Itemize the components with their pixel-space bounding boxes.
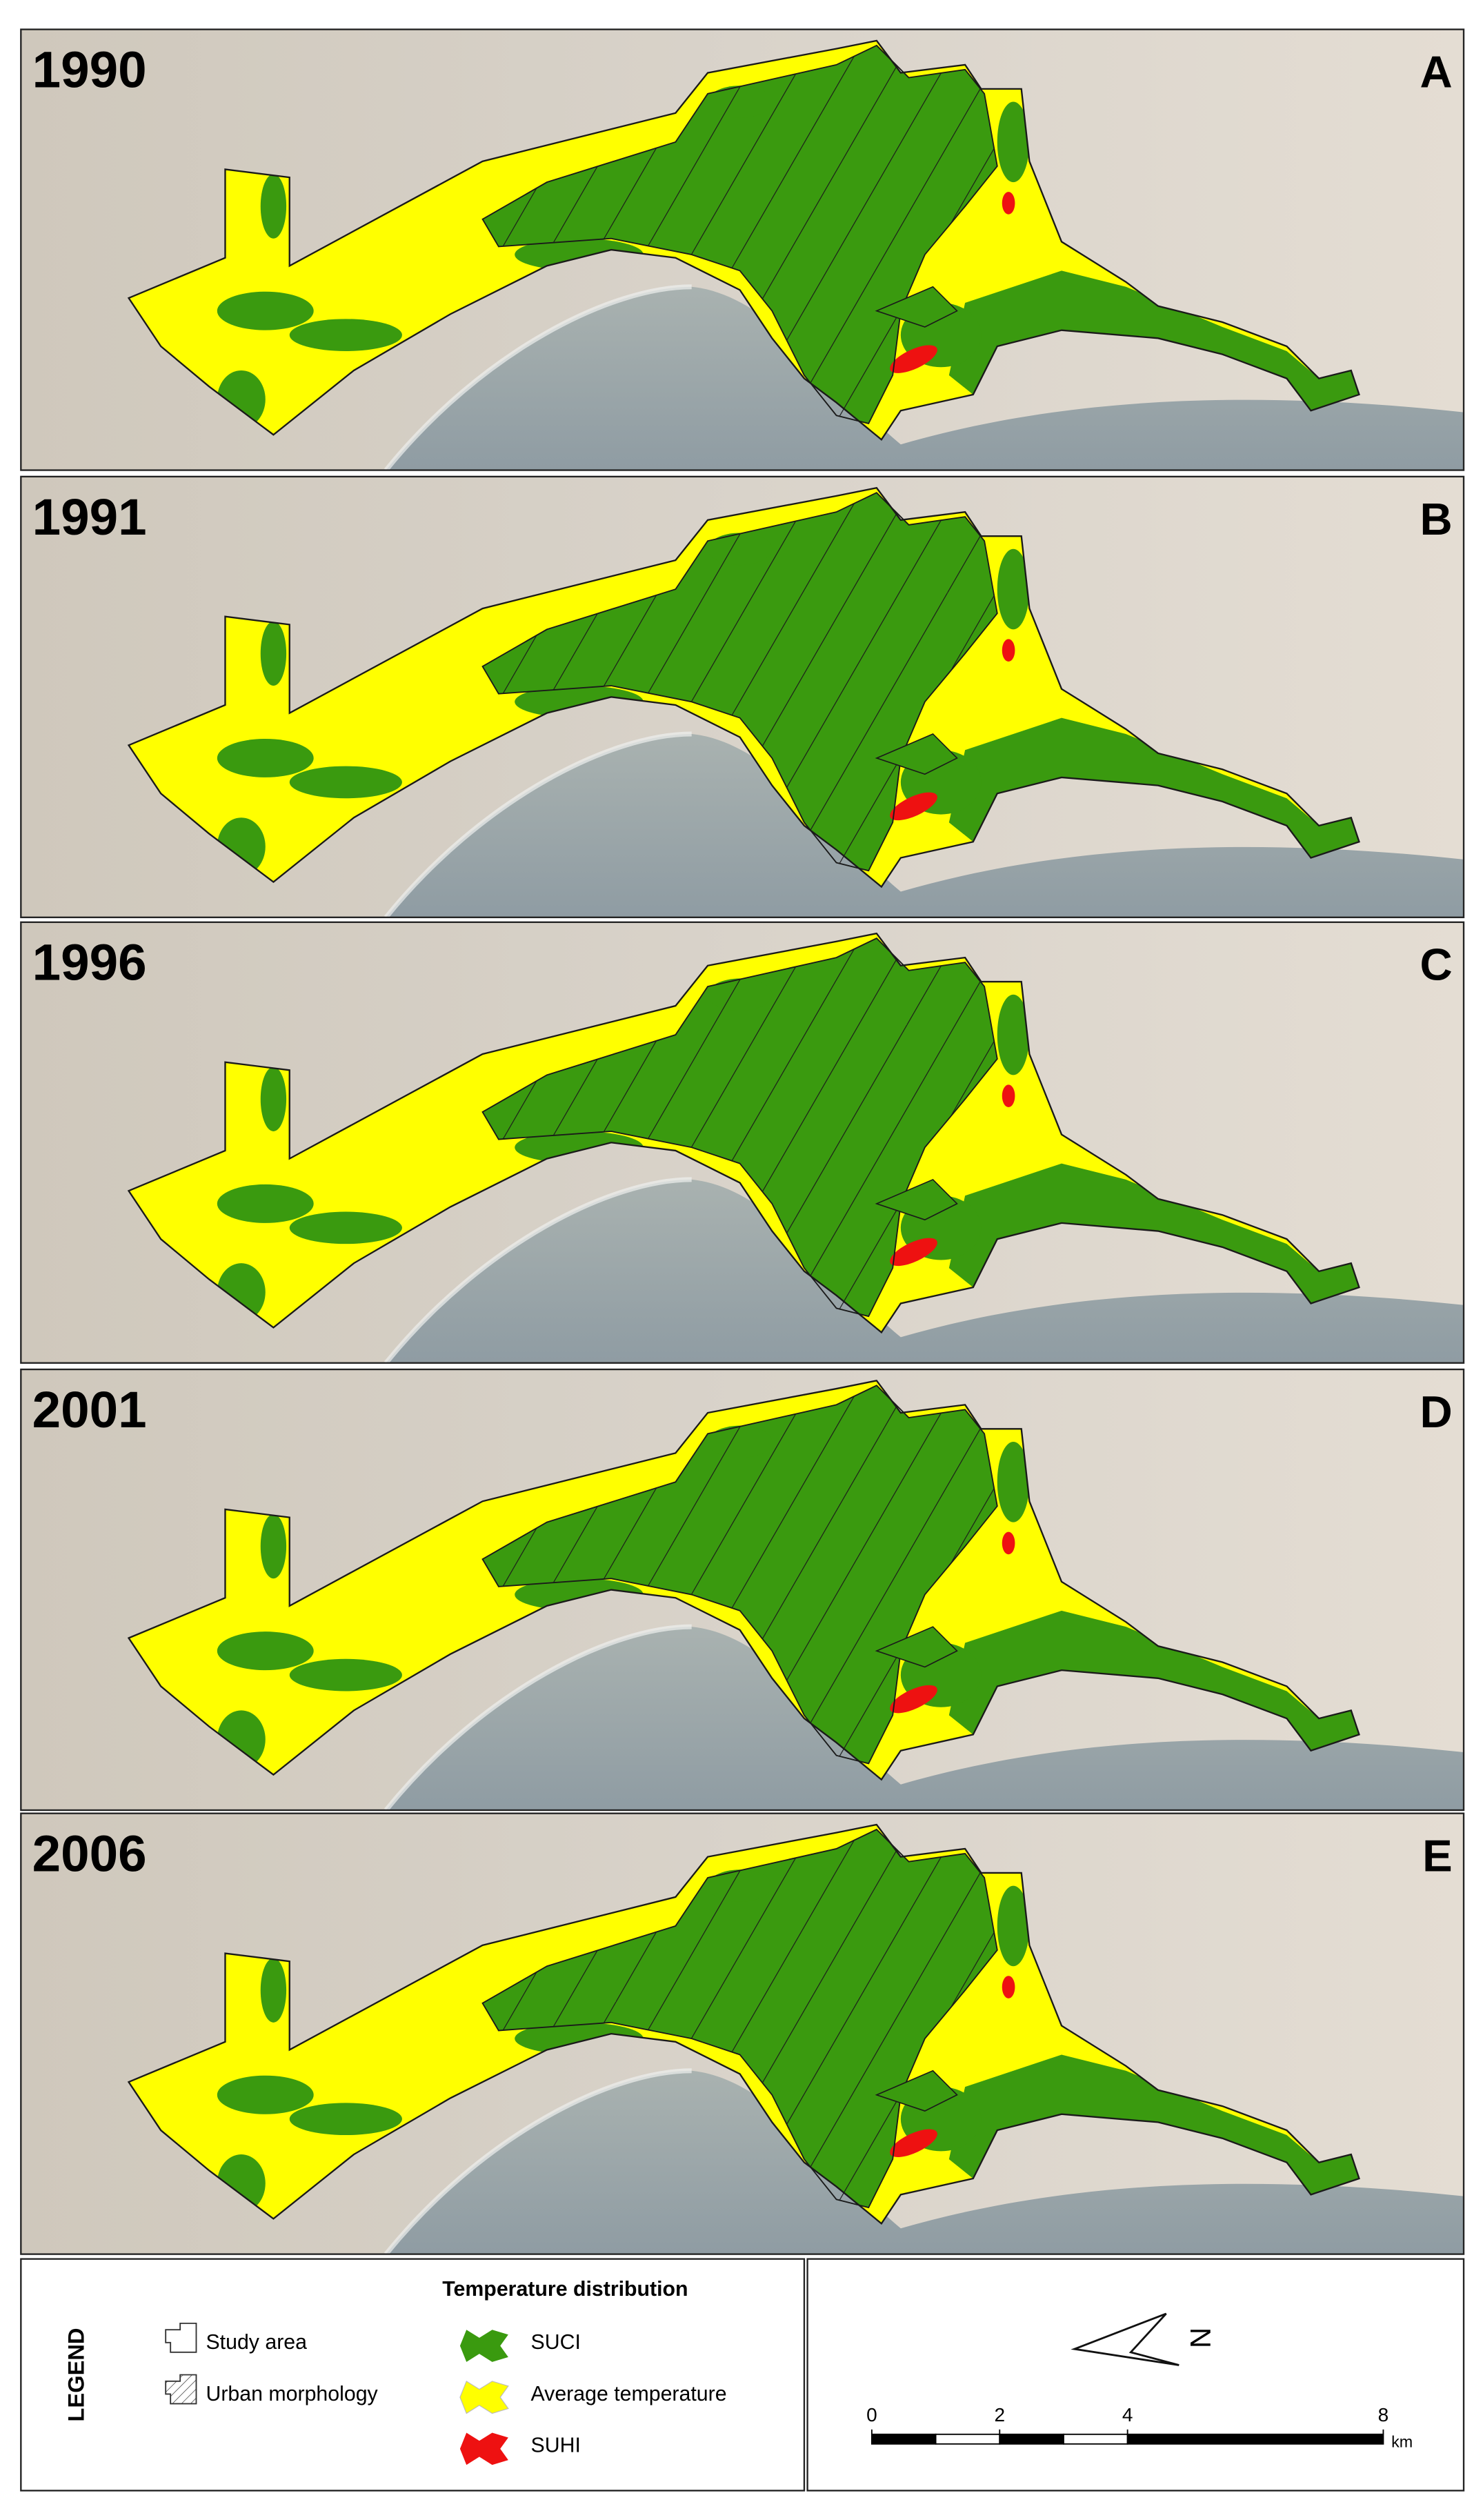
average-icon xyxy=(459,2380,509,2414)
north-arrow xyxy=(1071,2312,1180,2366)
legend-item: Average temperature xyxy=(531,2383,727,2405)
map xyxy=(21,1369,1464,1810)
suci-icon xyxy=(459,2330,508,2362)
panel-frame xyxy=(20,28,1465,471)
panel-frame xyxy=(20,921,1465,1364)
legend-title: LEGEND xyxy=(63,2328,88,2422)
scale-label: 8 xyxy=(1378,2404,1389,2425)
legend-box xyxy=(20,2258,806,2492)
panel-frame xyxy=(20,1368,1465,1812)
scale-segment xyxy=(935,2433,1001,2445)
map-panel: 1990 A xyxy=(21,30,1464,470)
scale-box xyxy=(806,2258,1465,2492)
scale-label: 4 xyxy=(1122,2404,1133,2425)
map xyxy=(21,1814,1464,2254)
map-panel: 2001 D xyxy=(21,1369,1464,1810)
legend-item: Urban morphology xyxy=(206,2383,378,2405)
panel-frame xyxy=(20,475,1465,918)
map xyxy=(21,477,1464,917)
scale-segment xyxy=(1063,2433,1128,2445)
scale-unit: km xyxy=(1391,2432,1413,2450)
scale-segment xyxy=(870,2433,937,2445)
panel-year: 2006 xyxy=(32,1825,147,1883)
map-panels: 1990 A 1991 B 1996 C 2001 D 2006 E xyxy=(21,30,1464,2254)
panel-label: B xyxy=(1420,494,1453,544)
panel-frame xyxy=(20,1812,1465,2255)
scale-bar: 0 2 4 8km xyxy=(866,2404,1413,2450)
panel-year: 1996 xyxy=(32,933,147,991)
map xyxy=(21,922,1464,1363)
map xyxy=(21,30,1464,470)
study-area-icon xyxy=(165,2322,197,2353)
map-panel: 2006 E xyxy=(21,1814,1464,2254)
panel-year: 1990 xyxy=(32,41,147,99)
map-panel: 1991 B xyxy=(21,477,1464,917)
scale-segment xyxy=(1126,2433,1384,2445)
panel-label: D xyxy=(1420,1387,1453,1437)
north-label: N xyxy=(1184,2328,1217,2348)
panel-label: C xyxy=(1420,940,1453,990)
panel-year: 1991 xyxy=(32,488,147,546)
suhi-icon xyxy=(459,2432,508,2466)
urban-morphology-icon xyxy=(165,2374,197,2405)
legend-subtitle: Temperature distribution xyxy=(442,2278,688,2301)
scale-label: 2 xyxy=(994,2404,1005,2425)
panel-label: E xyxy=(1422,1831,1453,1881)
scale-label: 0 xyxy=(866,2404,877,2425)
map-panel: 1996 C xyxy=(21,922,1464,1363)
legend-item: Study area xyxy=(206,2331,307,2354)
legend-item: SUHI xyxy=(531,2434,581,2457)
panel-year: 2001 xyxy=(32,1380,147,1438)
scale-segment xyxy=(999,2433,1064,2445)
legend-item: SUCI xyxy=(531,2331,581,2354)
panel-label: A xyxy=(1420,47,1453,97)
